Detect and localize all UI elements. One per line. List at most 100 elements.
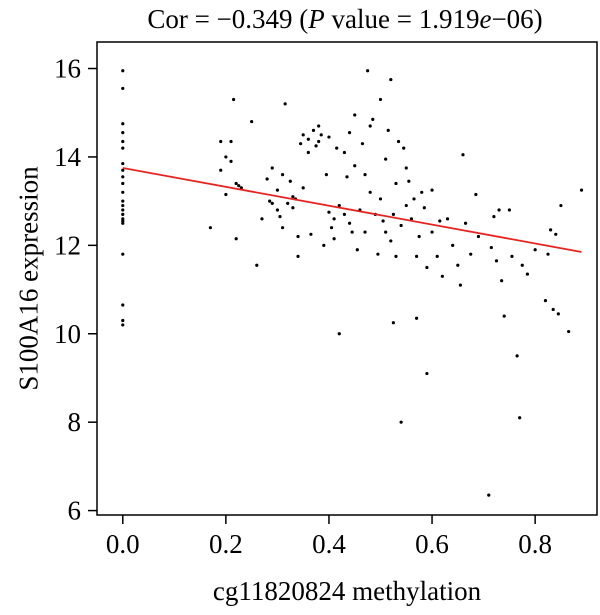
data-point [234,237,238,241]
data-point [417,234,421,239]
data-point [391,212,395,217]
data-point [121,303,125,307]
data-point [322,243,326,247]
data-point [314,144,318,148]
data-point [332,237,336,241]
data-point [280,173,285,177]
data-point [384,230,388,234]
data-point [327,135,331,139]
data-point [121,190,125,194]
x-axis: 0.0 0.2 0.4 0.6 0.8 [106,515,552,559]
data-point [404,203,408,208]
data-point [476,234,481,239]
data-point [278,215,282,219]
data-point [389,239,393,243]
data-point [363,173,367,177]
chart-title: Cor = −0.349 (P value = 1.919e−06) [147,4,542,34]
y-tick-label: 14 [54,142,82,172]
data-point [469,252,473,256]
data-point [435,254,439,258]
data-point [378,97,383,102]
data-point [337,332,341,336]
data-point [296,254,300,258]
data-point [515,354,519,358]
data-point [280,226,285,230]
data-point [394,254,398,258]
data-point [275,188,280,192]
data-point [546,252,550,256]
data-point [549,228,553,232]
x-tick-label: 0.8 [518,529,552,559]
data-point [559,203,563,208]
data-point [265,177,269,181]
data-point [324,173,328,177]
data-point [554,232,558,236]
data-point [487,493,491,497]
data-point [121,69,125,73]
data-point [353,164,357,168]
data-point [121,139,125,144]
data-point [121,217,125,221]
x-tick-label: 0.6 [415,529,449,559]
data-point [255,263,259,267]
data-point [520,263,524,267]
data-point [579,188,584,192]
title-part-pre: Cor = −0.349 ( [147,4,308,34]
data-point [231,97,236,102]
data-point [386,128,390,133]
y-tick-label: 8 [68,407,82,437]
title-part-e: e [479,4,491,34]
data-point [342,150,347,155]
data-point [399,223,403,228]
data-point [368,124,372,128]
y-tick-label: 6 [68,496,82,526]
data-point [121,219,125,223]
data-point [409,217,414,221]
regression-line [122,167,582,253]
x-tick-label: 0.2 [209,529,243,559]
data-point [543,299,548,303]
data-point [291,195,295,199]
data-point [121,161,125,166]
data-point [121,318,125,323]
data-point [497,208,501,212]
y-axis-label: S100A16 expression [13,166,43,391]
data-point [270,201,274,205]
data-point [332,217,336,221]
data-point [121,131,125,135]
data-point [219,139,223,144]
data-point [335,146,339,150]
x-axis-label: cg11820824 methylation [213,576,482,606]
data-point [430,188,434,192]
data-point [121,199,125,203]
data-point [363,230,367,234]
data-point [260,217,264,221]
data-point [286,201,290,205]
data-point [121,86,125,91]
data-point [507,208,511,212]
data-point [556,312,560,316]
data-point [250,119,254,124]
data-point [425,265,429,270]
data-point [317,139,321,144]
data-point [378,197,383,201]
data-point [283,102,287,106]
data-point [311,128,316,133]
data-point [301,186,305,190]
data-point [121,252,125,256]
data-point [121,212,125,217]
data-point [489,245,493,250]
data-point [299,142,303,146]
title-part-mid: value = 1.919 [325,4,480,34]
y-tick-label: 16 [54,54,81,84]
data-point [445,217,450,221]
data-point [461,153,465,157]
data-point [237,184,241,188]
data-point [234,181,238,186]
data-point [275,208,280,212]
data-point [342,212,347,217]
data-point [366,69,370,73]
data-point [224,155,228,159]
data-point [430,230,434,234]
data-point [268,199,272,203]
